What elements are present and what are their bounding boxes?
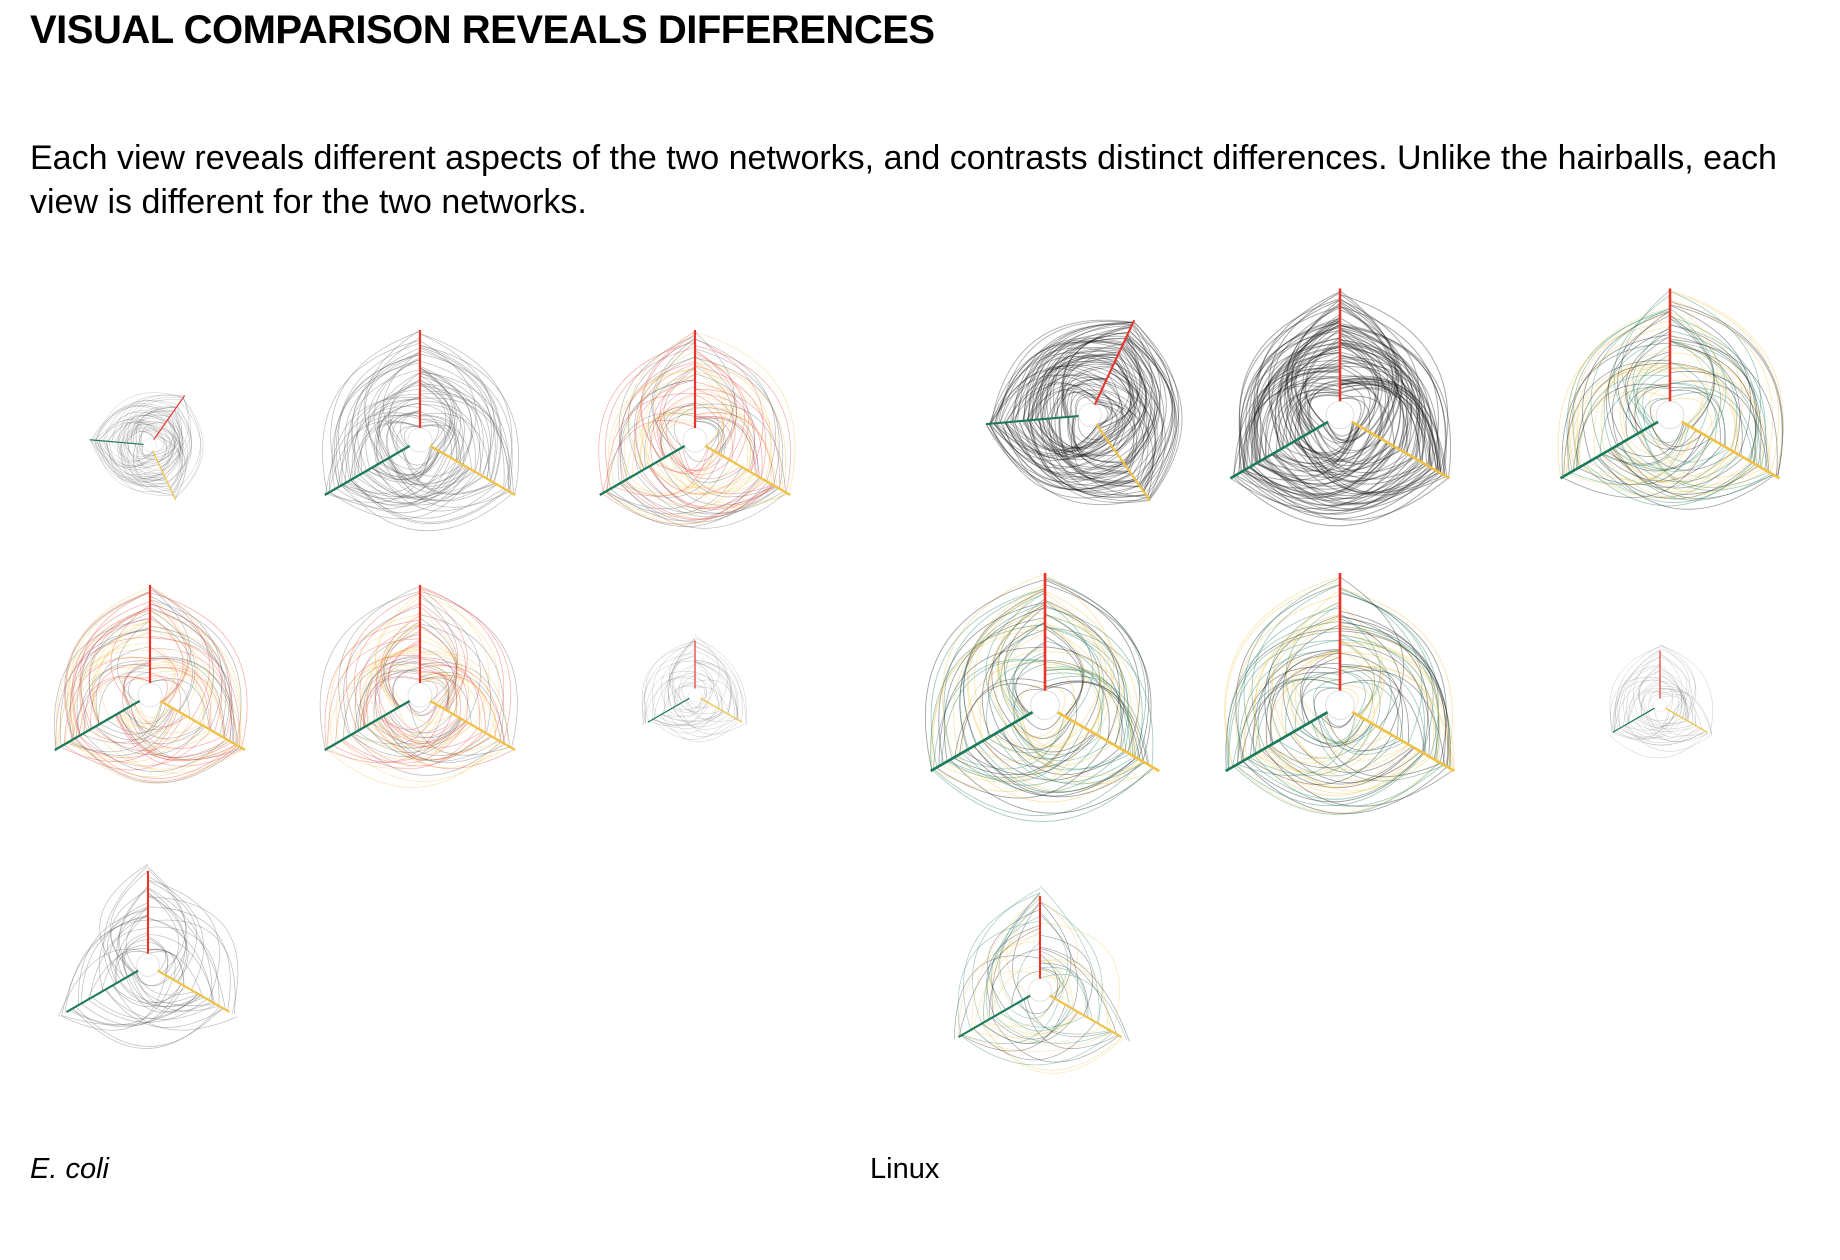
hive-plot-ecoli-2 bbox=[322, 329, 519, 532]
hive-plot-ecoli-5 bbox=[319, 585, 518, 788]
page-title: VISUAL COMPARISON REVEALS DIFFERENCES bbox=[30, 8, 935, 52]
hive-plot-linux-2 bbox=[1229, 288, 1452, 527]
hive-plot-ecoli-7 bbox=[58, 864, 239, 1049]
hive-plot-ecoli-4 bbox=[54, 585, 248, 784]
hive-plot-linux-1 bbox=[985, 319, 1183, 505]
hive-plot-ecoli-1 bbox=[89, 392, 204, 501]
hive-plot-ecoli-6 bbox=[641, 634, 747, 742]
hive-plot-linux-3 bbox=[1557, 288, 1784, 510]
hive-plot-linux-4 bbox=[924, 572, 1160, 822]
hive-plot-ecoli-3 bbox=[598, 330, 796, 529]
hive-plot-linux-5 bbox=[1224, 572, 1455, 815]
hive-plot-linux-6 bbox=[1608, 644, 1713, 759]
ecoli-caption: E. coli bbox=[30, 1153, 109, 1185]
linux-caption: Linux bbox=[870, 1153, 940, 1185]
page-subtitle: Each view reveals different aspects of t… bbox=[30, 139, 1777, 221]
hive-plot-linux-7 bbox=[954, 885, 1130, 1074]
